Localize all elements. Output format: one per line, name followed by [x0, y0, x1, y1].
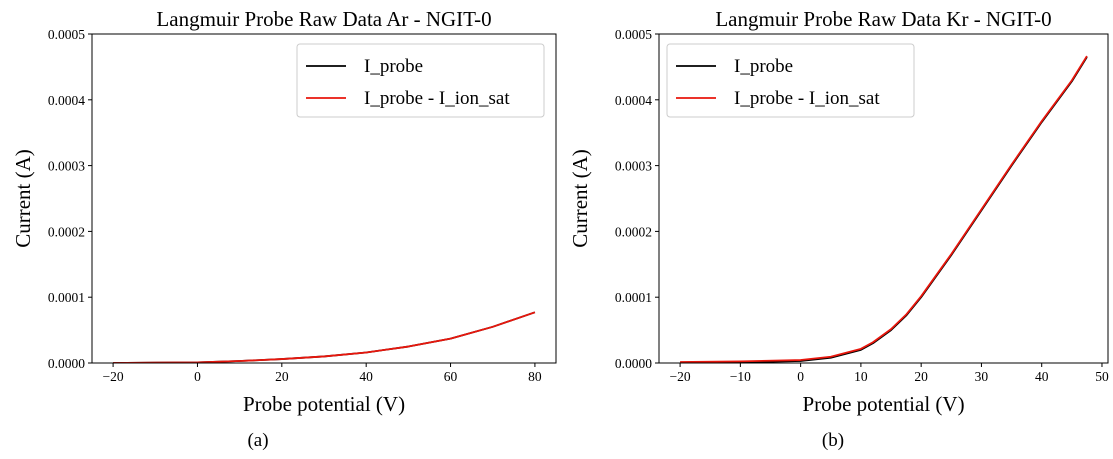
y-tick-label: 0.0005 — [615, 27, 652, 42]
figure-caption: (b) — [822, 430, 844, 451]
x-tick-label: 60 — [444, 369, 458, 384]
y-tick-label: 0.0003 — [615, 159, 652, 174]
y-tick-label: 0.0004 — [48, 93, 85, 108]
x-tick-label: 20 — [914, 369, 928, 384]
legend-label: I_probe — [734, 56, 793, 77]
y-tick-label: 0.0000 — [48, 356, 85, 371]
x-tick-label: 0 — [797, 369, 804, 384]
x-axis-label: Probe potential (V) — [243, 392, 405, 416]
y-tick-label: 0.0003 — [48, 159, 85, 174]
legend-label: I_probe - I_ion_sat — [734, 88, 880, 109]
legend-box — [296, 43, 545, 118]
y-tick-label: 0.0001 — [48, 290, 85, 305]
x-tick-label: 10 — [854, 369, 868, 384]
plot-frame — [658, 33, 1109, 364]
chart-title: Langmuir Probe Raw Data Kr - NGIT-0 — [715, 7, 1051, 31]
y-tick-label: 0.0002 — [48, 224, 85, 239]
y-tick-label: 0.0004 — [615, 93, 652, 108]
plot-frame — [91, 33, 557, 364]
x-axis-label: Probe potential (V) — [802, 392, 964, 416]
legend-box — [666, 43, 915, 118]
x-tick-label: −20 — [670, 369, 691, 384]
figure-caption: (a) — [247, 430, 268, 451]
x-tick-label: −10 — [730, 369, 751, 384]
chart-b: Langmuir Probe Raw Data Kr - NGIT-0 −20 −1… — [568, 7, 1109, 451]
chart-title: Langmuir Probe Raw Data Ar - NGIT-0 — [156, 7, 491, 31]
series-line-i-probe-minus-i-ion-sat — [680, 55, 1088, 363]
series-line-i-probe — [113, 311, 536, 363]
y-tick-label: 0.0001 — [615, 290, 652, 305]
x-tick-label: 50 — [1095, 369, 1109, 384]
legend: I_probe I_probe - I_ion_sat — [666, 43, 915, 118]
y-axis-label: Current (A) — [11, 149, 35, 248]
series-line-i-probe-minus-i-ion-sat — [113, 311, 536, 363]
legend-label: I_probe — [364, 56, 423, 77]
y-tick-label: 0.0005 — [48, 27, 85, 42]
legend-label: I_probe - I_ion_sat — [364, 88, 510, 109]
x-tick-label: 80 — [528, 369, 542, 384]
y-tick-label: 0.0000 — [615, 356, 652, 371]
x-tick-label: 20 — [275, 369, 289, 384]
x-tick-label: 0 — [194, 369, 201, 384]
chart-a: Langmuir Probe Raw Data Ar - NGIT-0 −20 0 2… — [11, 7, 557, 451]
x-tick-label: −20 — [103, 369, 124, 384]
y-tick-label: 0.0002 — [615, 224, 652, 239]
x-tick-label: 40 — [1035, 369, 1049, 384]
x-tick-label: 40 — [359, 369, 373, 384]
legend: I_probe I_probe - I_ion_sat — [296, 43, 545, 118]
x-tick-label: 30 — [975, 369, 989, 384]
y-axis-label: Current (A) — [568, 149, 592, 248]
